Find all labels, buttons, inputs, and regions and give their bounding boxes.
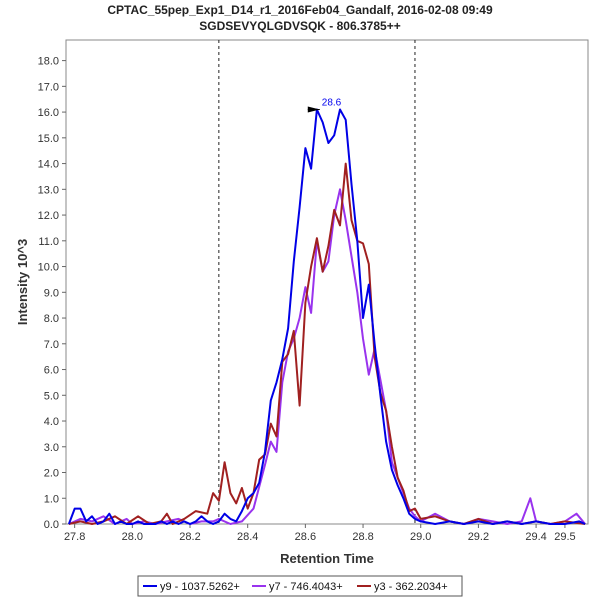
peak-label: 28.6 (322, 98, 342, 109)
y-tick-label: 18.0 (38, 56, 59, 68)
y-tick-label: 6.0 (44, 365, 59, 377)
y-tick-label: 15.0 (38, 133, 59, 145)
y-tick-label: 7.0 (44, 339, 59, 351)
x-tick-label: 27.8 (64, 531, 85, 543)
legend-item-y9: y9 - 1037.5262+ (143, 581, 240, 593)
x-tick-label: 28.2 (179, 531, 200, 543)
legend: y9 - 1037.5262+ y7 - 746.4043+ y3 - 362.… (137, 575, 463, 597)
x-tick-label: 28.6 (295, 531, 316, 543)
y-tick-label: 16.0 (38, 107, 59, 119)
legend-box (137, 575, 463, 597)
y-tick-label: 12.0 (38, 210, 59, 222)
x-tick-label: 28.8 (352, 531, 373, 543)
x-tick-label: 29.5 (554, 531, 575, 543)
x-axis-label: Retention Time (280, 551, 374, 566)
y-tick-label: 11.0 (38, 236, 59, 248)
peak-annotation: 28.6 (307, 98, 342, 113)
legend-label-y3: y3 - 362.2034+ (374, 581, 448, 593)
integration-boundaries (218, 40, 416, 524)
y-tick-label: 10.0 (38, 262, 59, 274)
y-tick-label: 8.0 (44, 313, 59, 325)
y-tick-label: 0.0 (44, 519, 59, 531)
x-tick-label: 28.4 (237, 531, 258, 543)
plot-area (65, 39, 589, 525)
x-axis: 27.8 28.0 28.2 28.4 28.6 28.8 29.0 29.2 29.4 29.5 (64, 524, 576, 543)
y-tick-label: 2.0 (44, 468, 59, 480)
series-lines (67, 108, 586, 525)
series-line-y9 (67, 108, 586, 525)
y-tick-label: 17.0 (38, 81, 59, 93)
x-tick-label: 28.0 (122, 531, 143, 543)
y-tick-label: 9.0 (44, 287, 59, 299)
y-tick-label: 13.0 (38, 184, 59, 196)
legend-item-y7: y7 - 746.4043+ (252, 581, 343, 593)
y-axis-label: Intensity 10^3 (15, 239, 30, 325)
x-tick-label: 29.4 (525, 531, 546, 543)
y-tick-label: 1.0 (44, 493, 59, 505)
y-axis: 0.0 1.0 2.0 3.0 4.0 5.0 6.0 7.0 8.0 9.0 10.0 11.0 12… (38, 56, 66, 531)
y-tick-label: 14.0 (38, 159, 59, 171)
y-tick-label: 3.0 (44, 442, 59, 454)
legend-label-y9: y9 - 1037.5262+ (160, 581, 240, 593)
legend-label-y7: y7 - 746.4043+ (269, 581, 343, 593)
y-tick-label: 5.0 (44, 390, 59, 402)
x-tick-label: 29.2 (468, 531, 489, 543)
chart-title: CPTAC_55pep_Exp1_D14_r1_2016Feb04_Gandal… (107, 3, 493, 17)
x-tick-label: 29.0 (410, 531, 431, 543)
legend-item-y3: y3 - 362.2034+ (357, 581, 448, 593)
chart-subtitle: SGDSEVYQLGDVSQK - 806.3785++ (199, 19, 400, 33)
y-tick-label: 4.0 (44, 416, 59, 428)
